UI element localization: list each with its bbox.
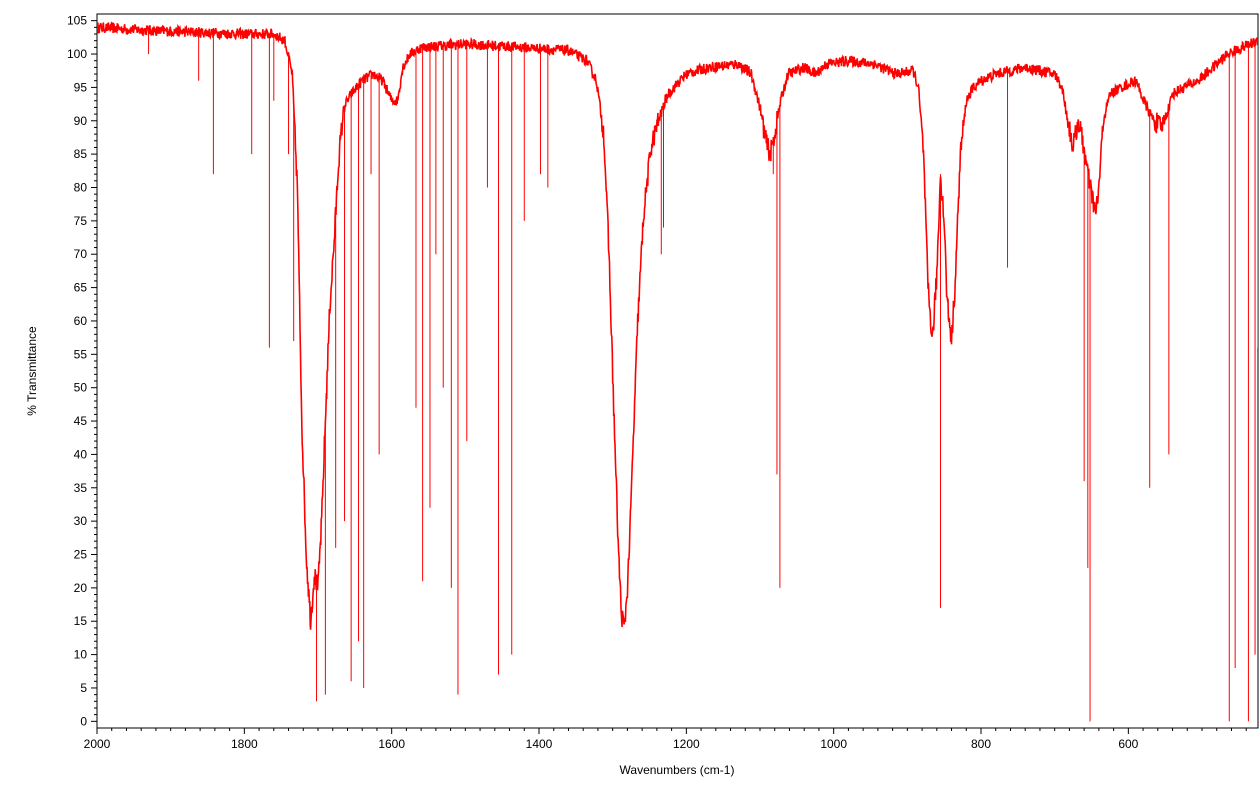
y-tick-label: 65 xyxy=(74,281,88,295)
x-axis-label: Wavenumbers (cm-1) xyxy=(620,763,735,777)
x-tick-label: 1600 xyxy=(378,737,405,751)
y-tick-label: 75 xyxy=(74,214,88,228)
y-tick-label: 70 xyxy=(74,247,88,261)
y-tick-label: 15 xyxy=(74,614,88,628)
plot-area-border xyxy=(96,13,1259,729)
y-tick-label: 10 xyxy=(74,648,88,662)
x-tick-label: 2000 xyxy=(84,737,111,751)
y-tick-label: 85 xyxy=(74,147,88,161)
y-tick-label: 5 xyxy=(80,681,87,695)
x-tick-label: 800 xyxy=(971,737,991,751)
y-tick-label: 80 xyxy=(74,180,88,194)
y-tick-label: 50 xyxy=(74,381,88,395)
y-tick-label: 40 xyxy=(74,447,88,461)
axes-layer: 2000 1800 1600 1400 1200 1000 800 600 0 5 10 15 20 25… xyxy=(67,14,1247,751)
x-tick-label: 1000 xyxy=(820,737,847,751)
y-tick-label: 25 xyxy=(74,548,88,562)
y-tick-label: 60 xyxy=(74,314,88,328)
x-tick-label: 1800 xyxy=(231,737,258,751)
y-tick-label: 35 xyxy=(74,481,88,495)
y-tick-label: 100 xyxy=(67,47,87,61)
y-tick-label: 0 xyxy=(80,714,87,728)
series-layer xyxy=(97,21,1258,722)
y-tick-label: 90 xyxy=(74,114,88,128)
y-axis-label: % Transmittance xyxy=(25,326,39,416)
y-tick-label: 45 xyxy=(74,414,88,428)
y-tick-label: 105 xyxy=(67,14,87,28)
x-tick-label: 600 xyxy=(1118,737,1138,751)
y-tick-label: 55 xyxy=(74,347,88,361)
x-tick-label: 1400 xyxy=(526,737,553,751)
y-tick-label: 20 xyxy=(74,581,88,595)
y-tick-label: 30 xyxy=(74,514,88,528)
spectrum-line xyxy=(97,21,1258,630)
y-tick-label: 95 xyxy=(74,80,88,94)
x-tick-label: 1200 xyxy=(673,737,700,751)
